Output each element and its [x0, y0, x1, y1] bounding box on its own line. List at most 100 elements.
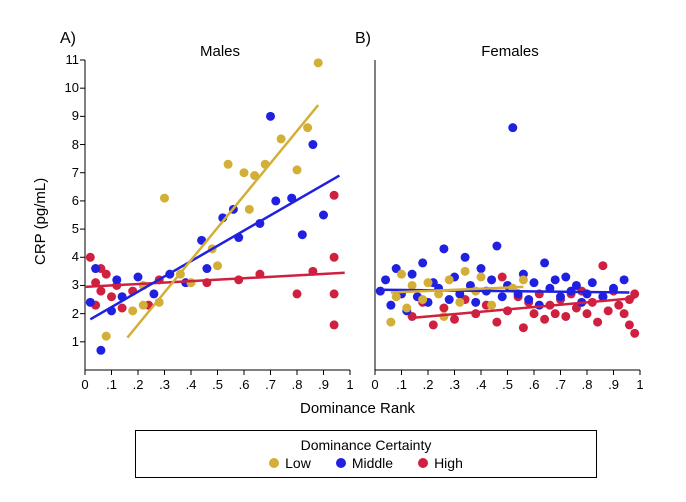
y-tick-label: 2 — [57, 306, 79, 321]
scatter-point — [91, 264, 100, 273]
circle-icon — [269, 458, 279, 468]
scatter-point — [303, 123, 312, 132]
legend-item-label: High — [434, 455, 463, 471]
x-tick-label: .7 — [551, 377, 571, 392]
scatter-point — [487, 275, 496, 284]
circle-icon — [336, 458, 346, 468]
scatter-point — [540, 258, 549, 267]
scatter-point — [593, 318, 602, 327]
y-tick-label: 7 — [57, 165, 79, 180]
x-tick-label: 0 — [75, 377, 95, 392]
x-tick-label: .1 — [392, 377, 412, 392]
scatter-point — [330, 191, 339, 200]
scatter-point — [118, 304, 127, 313]
scatter-point — [418, 258, 427, 267]
scatter-point — [107, 292, 116, 301]
scatter-point — [492, 242, 501, 251]
scatter-point — [461, 253, 470, 262]
scatter-point — [376, 287, 385, 296]
scatter-point — [556, 292, 565, 301]
scatter-point — [540, 315, 549, 324]
y-tick-label: 11 — [57, 52, 79, 67]
scatter-point — [524, 295, 533, 304]
x-tick-label: .6 — [234, 377, 254, 392]
scatter-point — [408, 281, 417, 290]
scatter-point — [588, 278, 597, 287]
x-tick-label: .1 — [102, 377, 122, 392]
scatter-point — [381, 275, 390, 284]
legend-item-label: Low — [285, 455, 311, 471]
scatter-point — [245, 205, 254, 214]
scatter-point — [630, 289, 639, 298]
scatter-point — [402, 304, 411, 313]
scatter-point — [561, 273, 570, 282]
scatter-point — [530, 309, 539, 318]
scatter-point — [330, 253, 339, 262]
scatter-point — [598, 261, 607, 270]
scatter-point — [330, 289, 339, 298]
scatter-point — [160, 194, 169, 203]
x-tick-label: .4 — [181, 377, 201, 392]
scatter-point — [96, 287, 105, 296]
x-tick-label: .8 — [287, 377, 307, 392]
scatter-point — [477, 273, 486, 282]
x-tick-label: .7 — [261, 377, 281, 392]
scatter-point — [498, 292, 507, 301]
legend-item-middle: Middle — [336, 455, 393, 471]
scatter-point — [86, 298, 95, 307]
scatter-point — [308, 140, 317, 149]
x-tick-label: .5 — [208, 377, 228, 392]
scatter-point — [583, 309, 592, 318]
scatter-point — [102, 270, 111, 279]
y-tick-label: 4 — [57, 249, 79, 264]
scatter-point — [519, 323, 528, 332]
scatter-point — [386, 301, 395, 310]
y-tick-label: 10 — [57, 80, 79, 95]
scatter-point — [508, 123, 517, 132]
scatter-point — [519, 275, 528, 284]
scatter-point — [224, 160, 233, 169]
y-tick-label: 9 — [57, 108, 79, 123]
scatter-point — [530, 278, 539, 287]
scatter-point — [625, 320, 634, 329]
scatter-point — [112, 275, 121, 284]
y-tick-label: 6 — [57, 193, 79, 208]
scatter-point — [492, 318, 501, 327]
scatter-point — [439, 304, 448, 313]
scatter-point — [330, 320, 339, 329]
x-tick-label: .2 — [128, 377, 148, 392]
scatter-point — [450, 315, 459, 324]
scatter-point — [445, 275, 454, 284]
x-tick-label: .6 — [524, 377, 544, 392]
figure-container: A) B) Males Females CRP (pg/mL) Dominanc… — [0, 0, 686, 502]
x-tick-label: .3 — [155, 377, 175, 392]
scatter-point — [614, 301, 623, 310]
circle-icon — [418, 458, 428, 468]
x-tick-label: .9 — [604, 377, 624, 392]
scatter-point — [429, 320, 438, 329]
scatter-point — [561, 312, 570, 321]
scatter-point — [96, 346, 105, 355]
scatter-point — [477, 264, 486, 273]
y-tick-label: 8 — [57, 137, 79, 152]
scatter-point — [620, 309, 629, 318]
scatter-point — [572, 281, 581, 290]
scatter-point — [293, 289, 302, 298]
scatter-point — [424, 278, 433, 287]
x-tick-label: .5 — [498, 377, 518, 392]
scatter-point — [240, 168, 249, 177]
trend-line — [90, 176, 339, 320]
scatter-point — [202, 264, 211, 273]
scatter-point — [128, 306, 137, 315]
scatter-point — [102, 332, 111, 341]
scatter-point — [187, 278, 196, 287]
legend-item-low: Low — [269, 455, 311, 471]
x-tick-label: .9 — [314, 377, 334, 392]
scatter-point — [551, 309, 560, 318]
scatter-point — [439, 244, 448, 253]
scatter-point — [266, 112, 275, 121]
scatter-point — [319, 211, 328, 220]
scatter-point — [471, 298, 480, 307]
trend-line — [85, 273, 345, 287]
x-tick-label: .4 — [471, 377, 491, 392]
